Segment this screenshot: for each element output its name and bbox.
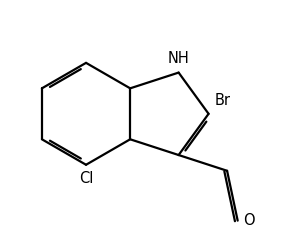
Text: NH: NH [168,52,189,66]
Text: Cl: Cl [79,171,93,186]
Text: Br: Br [215,93,231,108]
Text: O: O [243,213,254,228]
